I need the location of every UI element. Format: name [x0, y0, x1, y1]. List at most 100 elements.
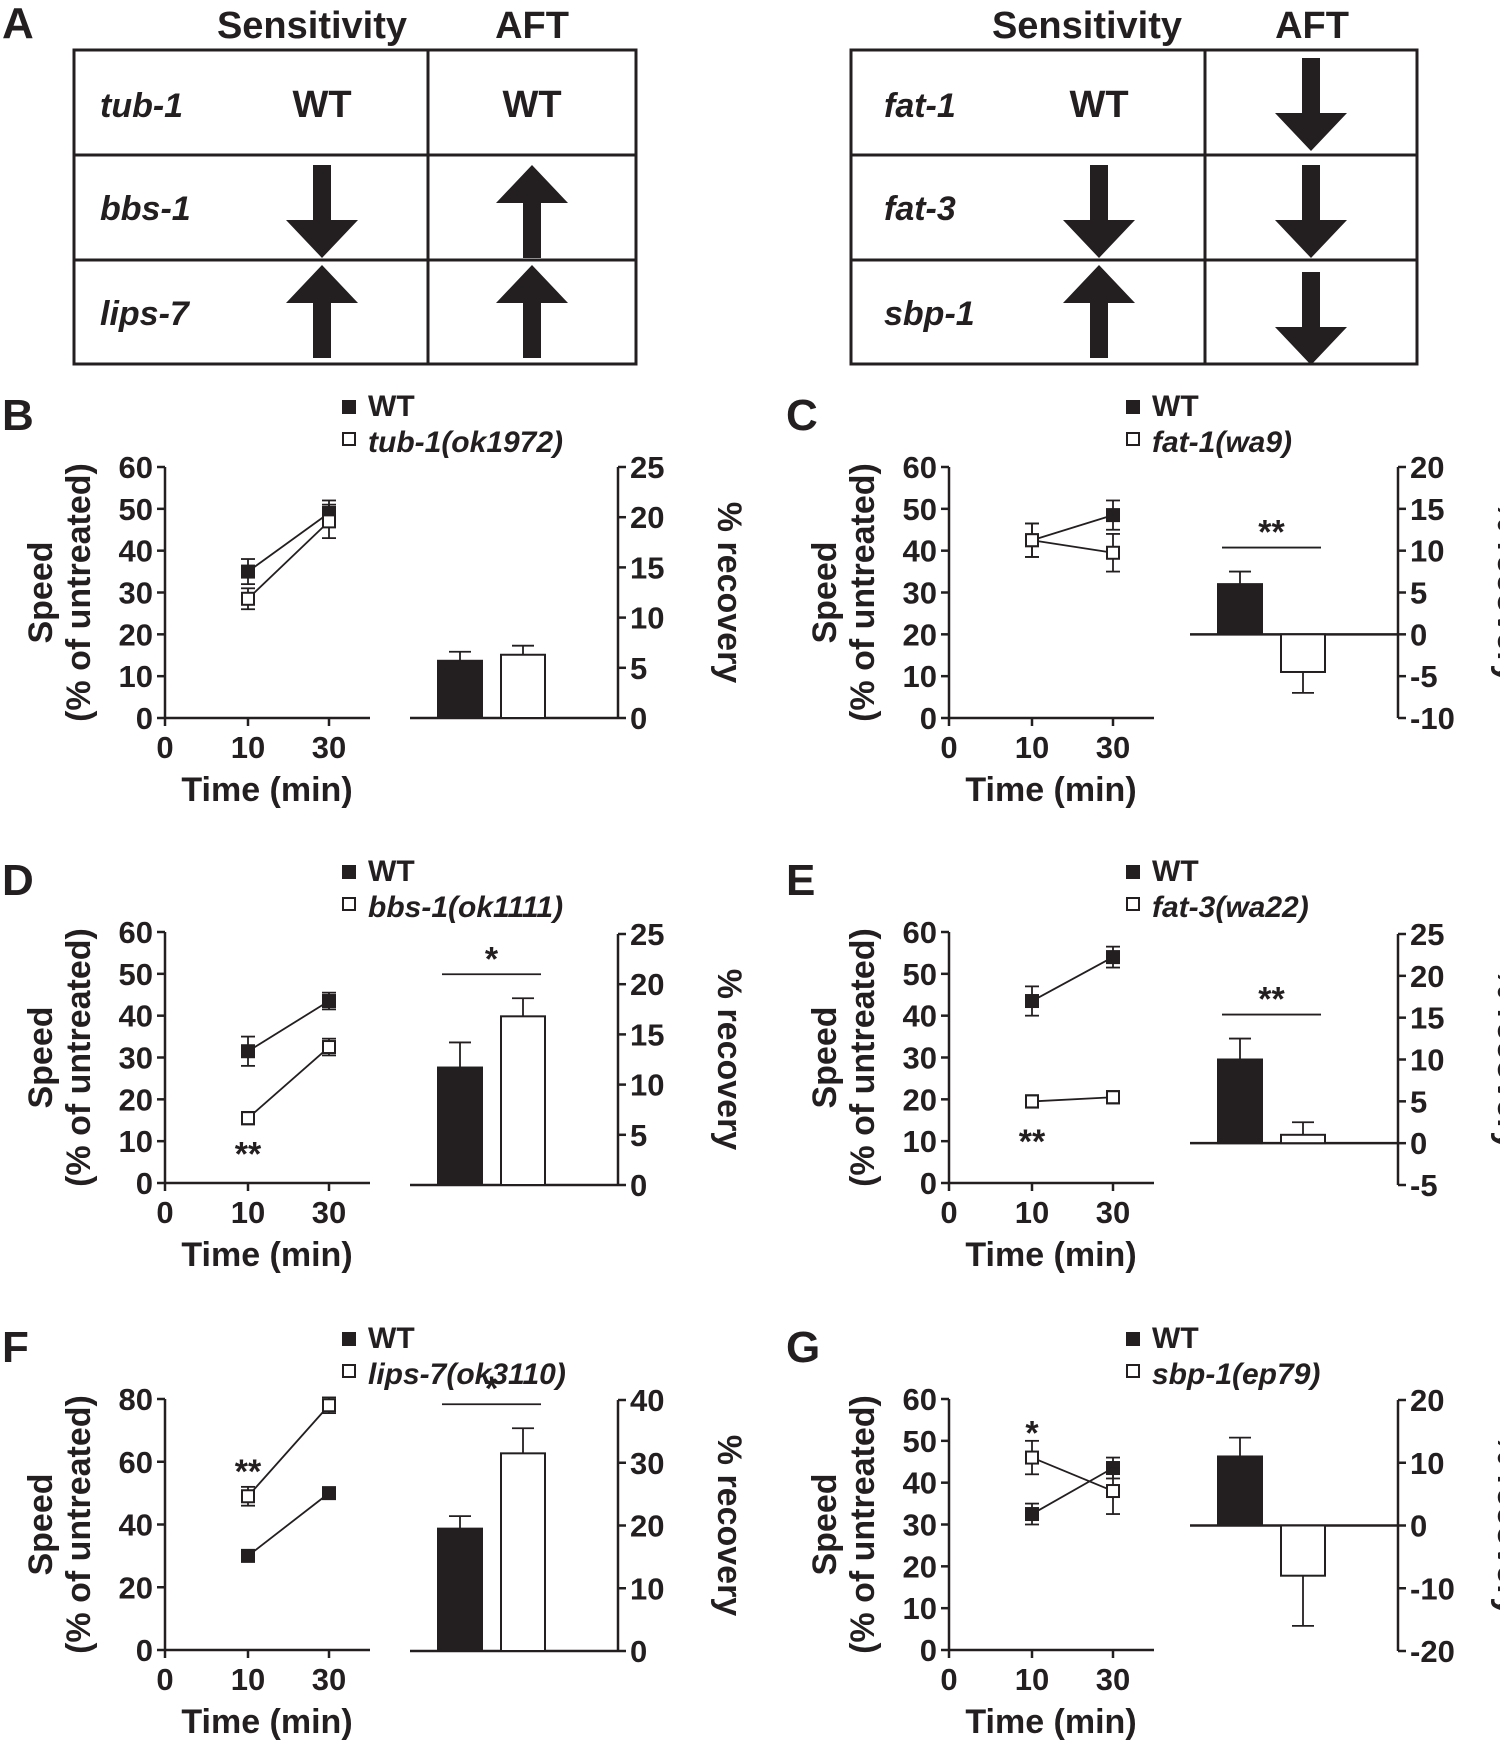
- legend-swatch-open: [342, 432, 356, 446]
- y-tick-label: 10: [903, 659, 937, 694]
- legend-label: fat-3(wa22): [1152, 891, 1309, 924]
- y-axis-label: (% of untreated): [844, 928, 882, 1187]
- bar-y-tick-label: 20: [1410, 959, 1444, 994]
- panel-a-right-table: Sensitivity AFT fat-1 fat-3 sbp-1 WT: [849, 5, 1419, 366]
- x-tick-label: 10: [1015, 1195, 1049, 1230]
- series-line: [1031, 514, 1114, 542]
- panel-letter: E: [786, 856, 815, 905]
- data-point-open: [1106, 1484, 1120, 1499]
- data-point-filled: [241, 1548, 255, 1563]
- bar-y-tick-label: -10: [1410, 1571, 1455, 1606]
- bar-y-axis-label: % recovery: [710, 969, 748, 1151]
- x-tick-label: 30: [312, 1662, 346, 1697]
- panel-letter: G: [786, 1323, 820, 1372]
- bar-y-tick-label: 25: [630, 450, 664, 485]
- wt-cell: WT: [292, 84, 351, 126]
- y-axis-label: Speed: [22, 541, 60, 643]
- bar-y-tick-label: 10: [1410, 1043, 1444, 1078]
- series-line: [247, 1492, 330, 1557]
- bar-y-tick-label: -20: [1410, 1634, 1455, 1669]
- y-tick-label: 0: [920, 1166, 937, 1201]
- bar-y-tick-label: -5: [1410, 659, 1438, 694]
- bar-y-tick-label: 40: [630, 1383, 664, 1418]
- data-point-filled: [241, 1044, 255, 1059]
- legend-swatch-open: [1126, 1364, 1140, 1378]
- legend-label: lips-7(ok3110): [368, 1358, 566, 1391]
- y-tick-label: 0: [136, 1633, 153, 1668]
- data-point-filled: [322, 1486, 336, 1501]
- legend-swatch-filled: [342, 1332, 356, 1346]
- panel-letter: C: [786, 391, 818, 440]
- series-line: [247, 1000, 330, 1052]
- col-header-aft: AFT: [1275, 5, 1349, 47]
- series-line: [247, 1046, 330, 1119]
- y-tick-label: 30: [119, 576, 153, 611]
- series-line: [247, 1404, 330, 1497]
- bar-y-tick-label: 5: [630, 651, 647, 686]
- bar-y-tick-label: 25: [1410, 917, 1444, 952]
- bar-y-tick-label: 0: [1410, 1509, 1427, 1544]
- legend-label: WT: [368, 1322, 415, 1355]
- x-tick-label: 0: [156, 730, 173, 765]
- up-arrow-icon: [496, 265, 568, 358]
- y-tick-label: 0: [920, 1633, 937, 1668]
- data-point-open: [1106, 545, 1120, 560]
- bar-wt: [1217, 583, 1263, 636]
- significance-label: *: [485, 940, 499, 978]
- legend-label: WT: [1152, 1322, 1199, 1355]
- bar-y-tick-label: 20: [630, 967, 664, 1002]
- bar-y-tick-label: 10: [1410, 1446, 1444, 1481]
- x-tick-label: 10: [1015, 1662, 1049, 1697]
- bar-y-tick-label: 5: [630, 1118, 647, 1153]
- col-header-sensitivity: Sensitivity: [217, 5, 407, 47]
- legend-swatch-filled: [342, 865, 356, 879]
- down-arrow-icon: [1275, 272, 1347, 365]
- legend-swatch-open: [342, 897, 356, 911]
- wt-cell: WT: [1069, 84, 1128, 126]
- table-row-gene: bbs-1: [100, 190, 191, 228]
- y-tick-label: 20: [903, 1082, 937, 1117]
- y-tick-label: 20: [903, 617, 937, 652]
- y-tick-label: 20: [903, 1549, 937, 1584]
- data-point-open: [322, 1398, 336, 1413]
- bar-y-tick-label: 10: [630, 601, 664, 636]
- panel-letter: B: [2, 391, 34, 440]
- panel-a-left-table: A Sensitivity AFT tub-1 bbs-1 lips-7 WT …: [2, 0, 638, 366]
- series-line: [1031, 1467, 1114, 1515]
- bar-wt: [1217, 1058, 1263, 1145]
- bar-y-tick-label: 25: [630, 917, 664, 952]
- x-tick-label: 0: [940, 730, 957, 765]
- bar-y-tick-label: 10: [630, 1571, 664, 1606]
- x-tick-label: 30: [1096, 730, 1130, 765]
- data-point-open: [1025, 533, 1039, 548]
- y-axis-label: (% of untreated): [844, 463, 882, 722]
- bar-y-tick-label: 20: [1410, 1383, 1444, 1418]
- x-tick-label: 10: [231, 730, 265, 765]
- y-tick-label: 60: [903, 1382, 937, 1417]
- bar-mutant: [500, 653, 546, 719]
- bar-wt: [437, 1066, 483, 1186]
- panel-letter: D: [2, 856, 34, 905]
- bar-y-tick-label: 15: [630, 550, 664, 585]
- bar-y-tick-label: 0: [1410, 1126, 1427, 1161]
- up-arrow-icon: [286, 265, 358, 358]
- x-tick-label: 30: [312, 730, 346, 765]
- y-tick-label: 50: [119, 957, 153, 992]
- table-row-gene: sbp-1: [884, 295, 975, 333]
- data-point-open: [1025, 1094, 1039, 1109]
- y-tick-label: 40: [903, 534, 937, 569]
- data-point-filled: [1106, 950, 1120, 965]
- legend-swatch-filled: [1126, 400, 1140, 414]
- down-arrow-icon: [1063, 165, 1135, 258]
- bar-y-tick-label: 5: [1410, 1084, 1427, 1119]
- y-axis-label: (% of untreated): [60, 463, 98, 722]
- up-arrow-icon: [1063, 265, 1135, 358]
- bar-y-tick-label: 15: [1410, 492, 1444, 527]
- significance-label: *: [485, 1370, 499, 1408]
- legend-label: tub-1(ok1972): [368, 426, 563, 459]
- bar-y-tick-label: 30: [630, 1446, 664, 1481]
- x-axis-label: Time (min): [181, 1703, 352, 1741]
- y-axis-label: Speed: [22, 1006, 60, 1108]
